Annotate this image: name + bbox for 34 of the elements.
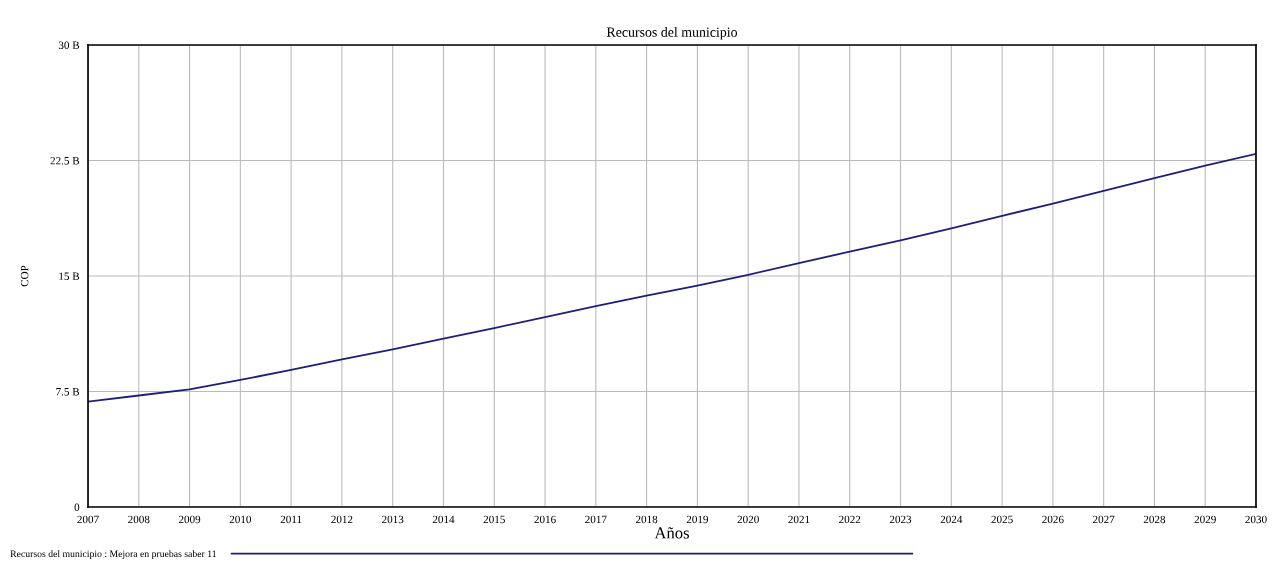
- x-tick-label: 2023: [889, 515, 912, 524]
- y-tick-label: 0: [74, 503, 80, 511]
- x-tick-label: 2008: [128, 515, 150, 524]
- x-tick-label: 2017: [585, 515, 607, 524]
- y-tick-label: 7.5 B: [56, 388, 80, 396]
- x-tick-label: 2018: [635, 515, 658, 524]
- y-tick-label: 15 B: [59, 272, 80, 280]
- y-tick-label: 22.5 B: [50, 157, 80, 165]
- y-axis-title: COP: [20, 265, 29, 287]
- x-tick-label: 2007: [77, 515, 99, 524]
- x-tick-label: 2022: [839, 515, 861, 524]
- x-tick-label: 2009: [178, 515, 201, 524]
- text: Recursos del municipio : Mejora en pruebas saber 11: [10, 550, 216, 560]
- x-tick-label: 2025: [991, 515, 1013, 524]
- x-tick-label: 2013: [382, 515, 404, 524]
- x-tick-label: 2028: [1143, 515, 1166, 524]
- x-tick-label: 2020: [737, 515, 759, 524]
- x-tick-label: 2019: [686, 515, 709, 524]
- x-tick-label: 2010: [229, 515, 252, 524]
- x-tick-label: 2014: [432, 515, 455, 524]
- x-tick-label: 2011: [280, 515, 302, 524]
- x-tick-label: 2016: [534, 515, 556, 524]
- x-tick-label: 2030: [1245, 515, 1267, 524]
- x-tick-label: 2012: [331, 515, 353, 524]
- chart-title: Recursos del municipio: [606, 27, 738, 40]
- x-tick-label: 2029: [1194, 515, 1216, 524]
- x-tick-label: 2021: [788, 515, 810, 524]
- line-series: [88, 152, 1256, 403]
- x-tick-label: 2015: [483, 515, 505, 524]
- x-tick-label: 2027: [1093, 515, 1115, 524]
- x-axis-title: Años: [654, 527, 689, 539]
- x-tick-label: 2026: [1042, 515, 1064, 524]
- x-tick-label: 2024: [940, 515, 963, 524]
- y-tick-label: 30 B: [58, 41, 80, 49]
